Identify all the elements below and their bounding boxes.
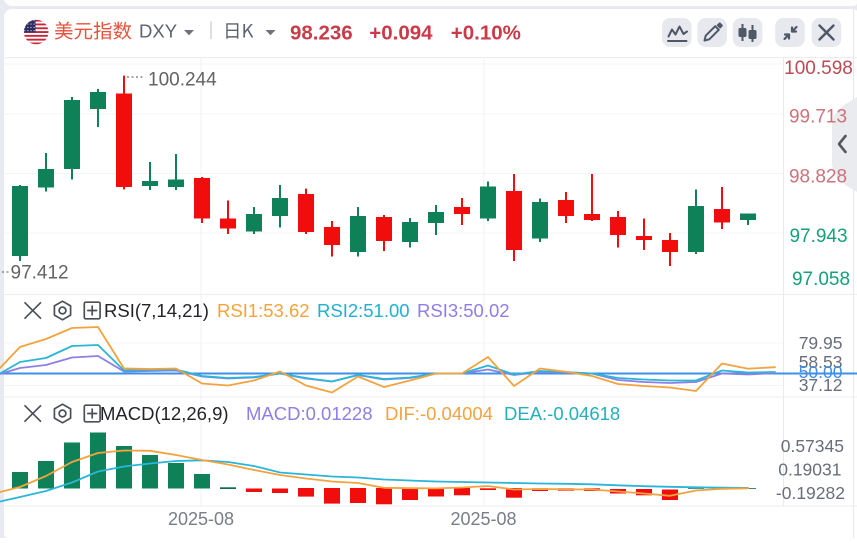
svg-text:RSI1:53.62: RSI1:53.62 [217,300,310,321]
svg-text:97.412: 97.412 [11,263,69,284]
svg-text:97.058: 97.058 [792,269,850,290]
svg-text:+0.10%: +0.10% [451,22,521,45]
svg-text:RSI2:51.00: RSI2:51.00 [317,300,410,321]
svg-text:DEA:-0.04618: DEA:-0.04618 [504,403,620,424]
svg-text:97.943: 97.943 [789,226,847,247]
svg-text:99.713: 99.713 [789,107,847,128]
svg-text:37.12: 37.12 [799,375,843,395]
svg-text:58.53: 58.53 [799,352,843,372]
svg-text:0.57345: 0.57345 [781,436,844,456]
svg-text:0.19031: 0.19031 [778,459,841,479]
svg-text:DIF:-0.04004: DIF:-0.04004 [385,403,493,424]
svg-text:2025-08: 2025-08 [450,509,516,529]
svg-text:50.00: 50.00 [799,362,843,382]
svg-text:RSI(7,14,21): RSI(7,14,21) [104,300,209,321]
svg-text:98.828: 98.828 [789,167,847,188]
svg-text:100.244: 100.244 [148,70,217,91]
svg-text:RSI3:50.02: RSI3:50.02 [417,300,510,321]
svg-text:79.95: 79.95 [799,333,843,353]
svg-text:MACD:0.01228: MACD:0.01228 [246,403,372,424]
svg-text:2025-08: 2025-08 [168,509,234,529]
svg-text:-0.19282: -0.19282 [776,483,845,503]
svg-text:DXY: DXY [139,21,177,42]
svg-text:100.598: 100.598 [784,58,853,79]
svg-text:+0.094: +0.094 [369,22,433,45]
svg-text:MACD(12,26,9): MACD(12,26,9) [100,403,229,424]
svg-text:98.236: 98.236 [290,22,353,45]
